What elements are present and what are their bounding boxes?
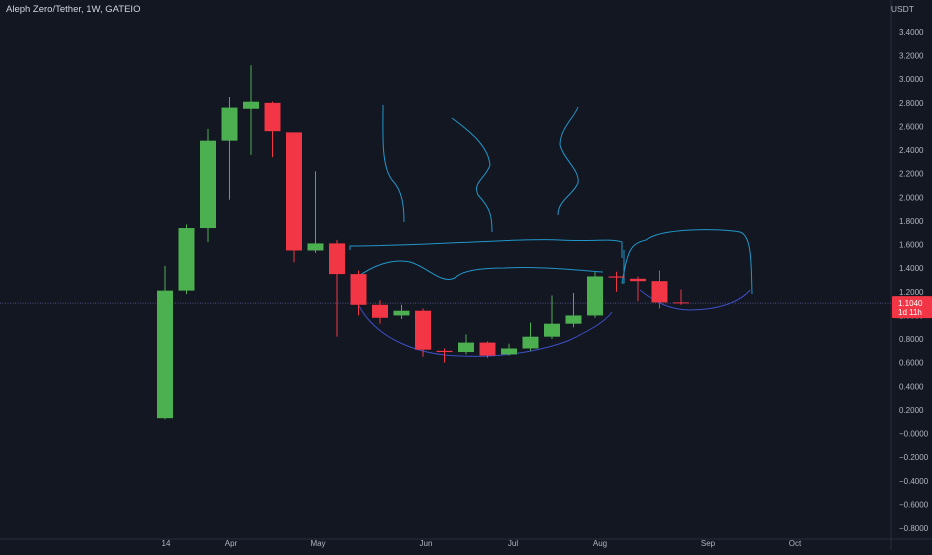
bar-countdown: 1d 11h	[898, 308, 922, 317]
currency-label: USDT	[890, 4, 914, 14]
candle[interactable]	[608, 271, 625, 292]
candle[interactable]	[565, 292, 582, 328]
drawing-stroke[interactable]	[382, 104, 405, 223]
candle-body	[501, 348, 517, 355]
candle-body	[329, 243, 345, 275]
x-tick-label: Apr	[225, 539, 238, 548]
y-tick-label: 0.4000	[899, 382, 924, 391]
candle-body	[565, 315, 582, 324]
candle[interactable]	[264, 101, 281, 158]
x-tick-label: Oct	[789, 539, 802, 548]
candle-body	[350, 274, 367, 305]
candle[interactable]	[522, 322, 539, 351]
y-tick-label: 2.0000	[899, 193, 924, 202]
y-tick-label: 2.4000	[899, 146, 924, 155]
candle-body	[544, 323, 560, 337]
candle-body	[651, 281, 668, 303]
y-tick-label: 0.6000	[899, 359, 924, 368]
candle-body	[286, 132, 302, 251]
drawing-stroke[interactable]	[355, 260, 604, 280]
candle-body	[264, 102, 281, 132]
candle[interactable]	[221, 96, 238, 200]
y-tick-label: −0.6000	[899, 500, 929, 509]
y-tick-label: 3.4000	[899, 28, 924, 37]
candle[interactable]	[329, 239, 345, 337]
y-tick-label: 1.6000	[899, 241, 924, 250]
y-tick-label: 0.2000	[899, 406, 924, 415]
drawing-stroke[interactable]	[557, 106, 579, 216]
candle[interactable]	[200, 128, 216, 243]
candle-body	[372, 304, 388, 318]
candle[interactable]	[673, 289, 689, 305]
candle-body	[436, 350, 453, 353]
candle[interactable]	[372, 300, 388, 324]
drawing-stroke[interactable]	[356, 301, 613, 357]
y-tick-label: 1.8000	[899, 217, 924, 226]
candle[interactable]	[243, 65, 259, 155]
candle[interactable]	[479, 341, 496, 358]
candle-body	[479, 342, 496, 356]
x-tick-label: Jul	[508, 539, 518, 548]
y-tick-label: 1.4000	[899, 264, 924, 273]
candle[interactable]	[350, 270, 367, 316]
candle-body	[673, 302, 689, 304]
candle-body	[458, 342, 474, 353]
candle-body	[630, 278, 646, 282]
y-tick-label: 2.6000	[899, 122, 924, 131]
symbol-title: Aleph Zero/Tether, 1W, GATEIO	[6, 4, 141, 15]
y-tick-label: −0.0000	[899, 430, 929, 439]
candle[interactable]	[458, 334, 474, 355]
y-tick-label: 2.2000	[899, 170, 924, 179]
drawing-stroke[interactable]	[621, 229, 753, 295]
candle-body	[522, 336, 539, 349]
x-tick-label: 14	[162, 539, 171, 548]
y-tick-label: 1.2000	[899, 288, 924, 297]
candle[interactable]	[286, 132, 302, 263]
y-tick-label: 3.2000	[899, 52, 924, 61]
y-tick-label: 2.8000	[899, 99, 924, 108]
candle-body	[587, 276, 603, 316]
candle[interactable]	[587, 271, 603, 318]
candle[interactable]	[501, 343, 517, 356]
y-tick-label: −0.8000	[899, 524, 929, 533]
candle[interactable]	[544, 295, 560, 340]
y-tick-label: 0.8000	[899, 335, 924, 344]
candle-body	[178, 228, 195, 291]
x-tick-label: May	[310, 539, 325, 548]
candle-body	[393, 310, 410, 316]
candle[interactable]	[393, 304, 410, 319]
candle[interactable]	[157, 265, 173, 420]
candle[interactable]	[651, 270, 668, 309]
candle-body	[200, 140, 216, 229]
drawing-stroke[interactable]	[349, 239, 623, 258]
candle[interactable]	[178, 224, 195, 295]
candle-body	[221, 107, 238, 141]
y-tick-label: 3.0000	[899, 75, 924, 84]
last-price-value: 1.1040	[898, 299, 923, 308]
y-tick-label: −0.2000	[899, 453, 929, 462]
candle-body	[307, 243, 324, 251]
candle-body	[243, 101, 259, 109]
last-price-tag-bg	[892, 296, 932, 319]
candle-body	[608, 276, 625, 278]
x-tick-label: Aug	[593, 539, 607, 548]
candle[interactable]	[307, 171, 324, 253]
candle[interactable]	[630, 276, 646, 302]
candle-body	[157, 290, 173, 419]
y-tick-label: −0.4000	[899, 477, 929, 486]
candle[interactable]	[415, 308, 431, 357]
drawing-stroke[interactable]	[451, 117, 493, 233]
x-tick-label: Sep	[701, 539, 716, 548]
candle-body	[415, 310, 431, 350]
candle[interactable]	[436, 348, 453, 363]
x-tick-label: Jun	[420, 539, 433, 548]
